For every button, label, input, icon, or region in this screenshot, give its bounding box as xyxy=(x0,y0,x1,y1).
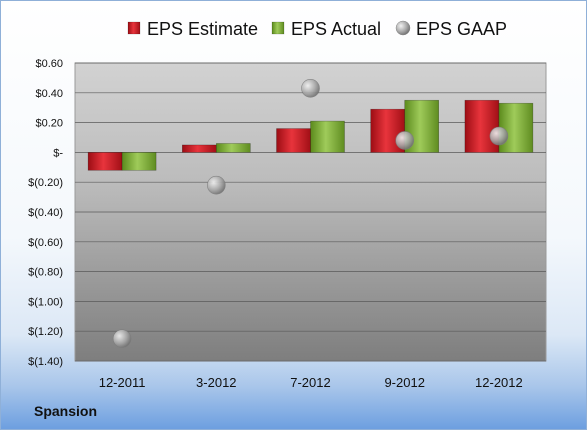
y-tick-label: $(1.20) xyxy=(28,326,63,338)
bar-eps-estimate xyxy=(276,128,311,153)
bars xyxy=(87,99,534,171)
legend-label: EPS Actual xyxy=(291,19,381,39)
y-tick-label: $(0.20) xyxy=(28,177,63,189)
legend-label: EPS GAAP xyxy=(416,19,507,39)
x-category-label: 7-2012 xyxy=(290,375,330,390)
y-tick-label: $(0.40) xyxy=(28,207,63,219)
legend: EPS Estimate EPS Actual EPS GAAP xyxy=(127,19,507,39)
bar-eps-estimate xyxy=(464,99,500,153)
legend-swatch-actual xyxy=(271,21,285,35)
x-axis-categories: 12-2011 3-2012 7-2012 9-2012 12-2012 xyxy=(99,375,523,390)
bar-eps-actual xyxy=(216,143,251,153)
x-category-label: 3-2012 xyxy=(196,375,236,390)
point-eps-gaap xyxy=(489,126,509,146)
bar-eps-actual xyxy=(310,120,345,153)
point-eps-gaap xyxy=(207,175,226,195)
bar-eps-estimate xyxy=(87,152,123,171)
gaap-points xyxy=(112,79,509,348)
y-tick-label: $- xyxy=(53,147,63,159)
y-tick-label: $0.40 xyxy=(35,88,63,100)
bar-eps-estimate xyxy=(182,144,217,153)
y-tick-label: $0.60 xyxy=(35,58,63,70)
y-tick-label: $(0.60) xyxy=(28,237,63,249)
y-tick-label: $(0.80) xyxy=(28,267,63,279)
y-axis-ticks: $0.60 $0.40 $0.20 $- $(0.20) $(0.40) $(0.60) $(… xyxy=(28,58,63,368)
point-eps-gaap xyxy=(112,329,132,348)
y-tick-label: $(1.40) xyxy=(28,356,63,368)
y-tick-label: $0.20 xyxy=(35,118,63,130)
point-eps-gaap xyxy=(301,79,320,98)
legend-label: EPS Estimate xyxy=(147,19,258,39)
legend-swatch-estimate xyxy=(127,21,141,35)
bar-eps-actual xyxy=(121,152,157,171)
y-tick-label: $(1.00) xyxy=(28,296,63,308)
x-category-label: 12-2011 xyxy=(99,375,146,390)
company-name: Spansion xyxy=(34,403,98,419)
x-category-label: 9-2012 xyxy=(384,375,424,390)
gridlines xyxy=(75,62,546,362)
point-eps-gaap xyxy=(395,131,415,150)
x-category-label: 12-2012 xyxy=(475,375,523,390)
bar-eps-actual xyxy=(498,102,534,153)
legend-swatch-gaap xyxy=(395,20,411,36)
